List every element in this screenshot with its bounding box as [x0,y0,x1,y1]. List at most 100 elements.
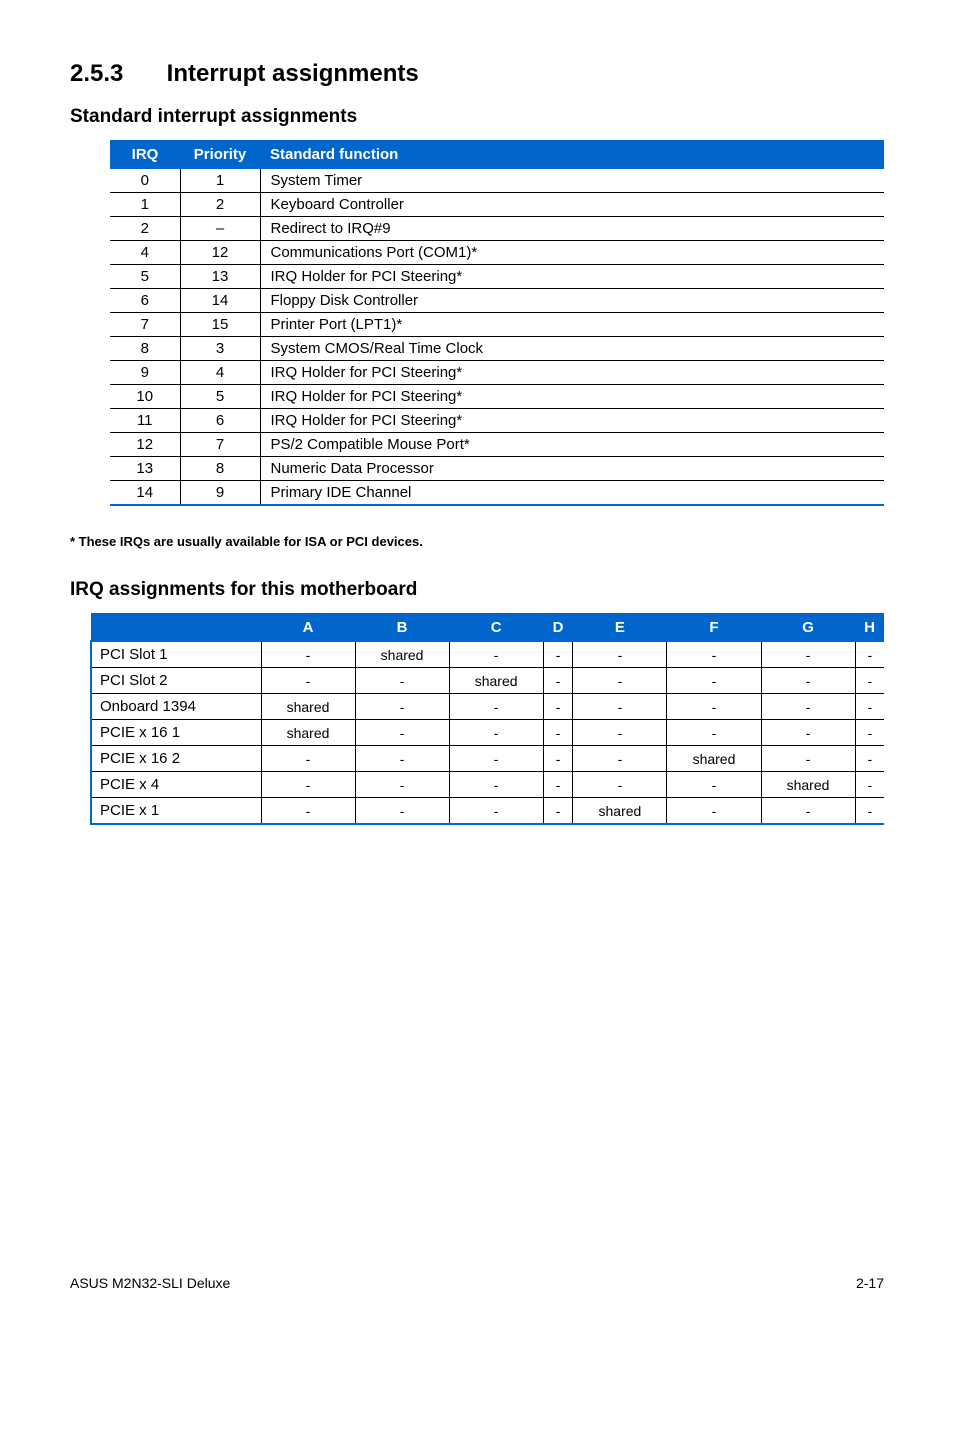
assign-col-header: G [761,614,855,641]
table-row: 138Numeric Data Processor [110,457,884,481]
irq-table: IRQ Priority Standard function 01System … [110,140,884,506]
assign-cell: - [261,798,355,825]
assign-cell: shared [667,746,761,772]
func-cell: PS/2 Compatible Mouse Port* [260,433,884,457]
irq-cell: 2 [110,217,180,241]
irq-cell: 11 [110,409,180,433]
priority-cell: 6 [180,409,260,433]
assign-col-header: H [855,614,884,641]
assign-cell: - [543,668,573,694]
table-row: 116IRQ Holder for PCI Steering* [110,409,884,433]
assign-row-label: PCIE x 16 2 [91,746,261,772]
priority-cell: 13 [180,265,260,289]
assign-cell: - [855,641,884,668]
assign-cell: - [449,694,543,720]
assign-cell: - [449,772,543,798]
assign-row-label: PCIE x 4 [91,772,261,798]
irq-cell: 10 [110,385,180,409]
func-cell: IRQ Holder for PCI Steering* [260,409,884,433]
irq-cell: 4 [110,241,180,265]
assign-col-header: A [261,614,355,641]
table-row: 2–Redirect to IRQ#9 [110,217,884,241]
assign-cell: shared [355,641,449,668]
priority-cell: 15 [180,313,260,337]
table-row: 105IRQ Holder for PCI Steering* [110,385,884,409]
table-row: 83System CMOS/Real Time Clock [110,337,884,361]
assign-cell: shared [261,720,355,746]
priority-cell: 1 [180,168,260,193]
func-cell: IRQ Holder for PCI Steering* [260,265,884,289]
assign-cell: - [543,772,573,798]
func-cell: Primary IDE Channel [260,481,884,506]
irq-cell: 13 [110,457,180,481]
assign-cell: - [543,746,573,772]
table-row: 412Communications Port (COM1)* [110,241,884,265]
table-row: Onboard 1394shared------- [91,694,884,720]
func-cell: Redirect to IRQ#9 [260,217,884,241]
irq-cell: 14 [110,481,180,506]
func-cell: Numeric Data Processor [260,457,884,481]
table-row: 12Keyboard Controller [110,193,884,217]
priority-cell: 12 [180,241,260,265]
priority-cell: 4 [180,361,260,385]
assign-cell: shared [761,772,855,798]
func-cell: IRQ Holder for PCI Steering* [260,385,884,409]
priority-cell: 2 [180,193,260,217]
assign-cell: shared [261,694,355,720]
assign-cell: - [573,746,667,772]
irq-cell: 9 [110,361,180,385]
priority-cell: 7 [180,433,260,457]
assign-cell: - [761,641,855,668]
assign-cell: - [261,668,355,694]
assign-col-header: D [543,614,573,641]
assign-cell: - [573,720,667,746]
table-row: 614Floppy Disk Controller [110,289,884,313]
assign-cell: - [261,772,355,798]
table-row: 94IRQ Holder for PCI Steering* [110,361,884,385]
assign-cell: - [449,720,543,746]
func-cell: System Timer [260,168,884,193]
irq-cell: 6 [110,289,180,313]
assign-cell: - [855,746,884,772]
assign-cell: - [543,694,573,720]
func-cell: Floppy Disk Controller [260,289,884,313]
priority-col-header: Priority [180,141,260,168]
func-cell: Communications Port (COM1)* [260,241,884,265]
footnote: * These IRQs are usually available for I… [70,534,884,549]
assign-cell: - [543,641,573,668]
assign-cell: - [573,694,667,720]
assign-cell: - [355,798,449,825]
assign-cell: - [355,694,449,720]
table-row: PCIE x 4------shared- [91,772,884,798]
section-heading: 2.5.3 Interrupt assignments [70,60,884,88]
func-cell: IRQ Holder for PCI Steering* [260,361,884,385]
assign-cell: - [761,720,855,746]
assign-cell: - [573,641,667,668]
table-row: PCIE x 1----shared--- [91,798,884,825]
assign-cell: - [355,720,449,746]
page-footer: ASUS M2N32-SLI Deluxe 2-17 [70,1275,884,1291]
assign-cell: - [667,798,761,825]
assign-cell: - [543,720,573,746]
func-cell: System CMOS/Real Time Clock [260,337,884,361]
assign-cell: - [667,694,761,720]
assign-col-header: B [355,614,449,641]
assign-cell: - [449,746,543,772]
table-row: 513IRQ Holder for PCI Steering* [110,265,884,289]
assign-cell: - [355,668,449,694]
assign-cell: - [261,641,355,668]
assign-cell: - [667,772,761,798]
assign-col-header: C [449,614,543,641]
table-row: 01System Timer [110,168,884,193]
footer-right: 2-17 [856,1275,884,1291]
assign-row-label: PCI Slot 2 [91,668,261,694]
table-row: 715Printer Port (LPT1)* [110,313,884,337]
func-cell: Keyboard Controller [260,193,884,217]
table-row: PCI Slot 2--shared----- [91,668,884,694]
std-subheading: Standard interrupt assignments [70,106,884,128]
irq-cell: 0 [110,168,180,193]
assign-row-label: PCIE x 1 [91,798,261,825]
table-row: 127PS/2 Compatible Mouse Port* [110,433,884,457]
assign-subheading: IRQ assignments for this motherboard [70,579,884,601]
assign-cell: - [855,720,884,746]
